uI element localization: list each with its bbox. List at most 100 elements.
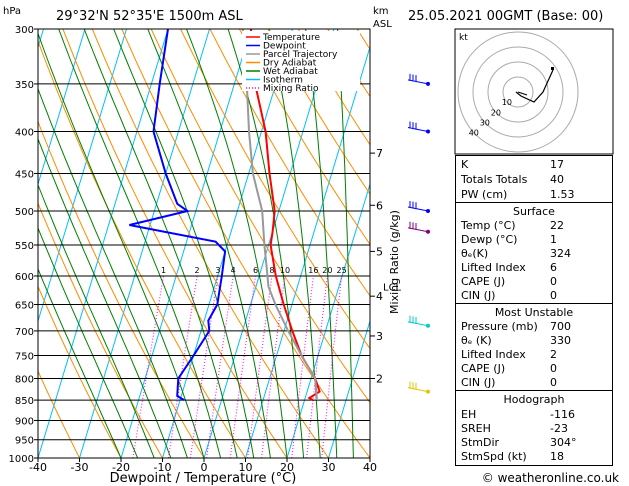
hodograph-storm-vector (517, 91, 528, 96)
index-row: Totals Totals 40 (461, 173, 564, 186)
mixing-ratio-label: 8 (269, 266, 274, 275)
pressure-tick-label: 500 (15, 207, 34, 218)
pressure-tick-label: 600 (15, 272, 34, 283)
pressure-tick-label: 400 (15, 128, 34, 139)
pressure-tick-label: 900 (15, 416, 34, 427)
km-unit-label: km (373, 6, 389, 17)
hodograph-ring (502, 76, 534, 108)
copyright: © weatheronline.co.uk (482, 471, 619, 485)
unstable-row: Pressure (mb) 700 (461, 320, 571, 333)
mixing-ratio-line (229, 275, 256, 458)
mixing-ratio-label: 4 (231, 266, 236, 275)
dry-adiabat-line (62, 29, 288, 458)
pressure-tick-label: 350 (15, 80, 34, 91)
hodograph-ring (487, 61, 549, 123)
hodograph-indices-panel: Hodograph EH -116 SREH -23 StmDir 304° StmS… (455, 390, 613, 466)
temperature-tick-label: 20 (280, 461, 294, 474)
mixing-ratio-line (261, 275, 286, 458)
pressure-tick-label: 800 (15, 374, 34, 385)
wind-barb-staff (407, 387, 429, 393)
wind-barb-staff (407, 127, 429, 132)
hodograph-row: EH -116 (461, 408, 575, 421)
mixing-ratio-label: 10 (280, 266, 290, 275)
lcl-label: LCL (383, 283, 402, 294)
hodograph-ring-label: 40 (469, 129, 479, 138)
height-tick-label: 6 (376, 199, 383, 212)
hodograph-row: StmDir 304° (461, 436, 577, 449)
legend-label: Mixing Ratio (263, 84, 319, 94)
mixing-ratio-label: 2 (195, 266, 200, 275)
temperature-tick-label: 10 (239, 461, 253, 474)
temperature-tick-label: 0 (201, 461, 208, 474)
temperature-tick-label: 40 (363, 461, 377, 474)
location-title: 29°32'N 52°35'E 1500m ASL (56, 9, 244, 24)
dry-adiabat-line (238, 29, 370, 246)
mixing-ratio-label: 1 (161, 266, 166, 275)
hodograph-ring (457, 31, 579, 153)
dry-adiabat-line (268, 29, 370, 195)
hodograph-ring (472, 46, 564, 138)
wind-barb-staff (407, 321, 429, 327)
legend-label: Dewpoint (263, 42, 306, 52)
isotherm-line (203, 29, 335, 458)
mixing-ratio-line (167, 275, 198, 458)
pressure-tick-label: 1000 (9, 454, 34, 465)
isotherm-line (79, 29, 210, 458)
legend-label: Wet Adiabat (263, 67, 318, 77)
unstable-row: θₑ (K) 330 (461, 334, 571, 347)
temperature-axis: -40 -30 -20 -10 0 10 20 30 40 (29, 458, 377, 474)
x-axis-title: Dewpoint / Temperature (°C) (110, 471, 297, 486)
dry-adiabat-line (209, 29, 370, 297)
surface-row: CIN (J) 0 (461, 289, 557, 302)
asl-unit-label: ASL (373, 19, 392, 30)
surface-row: Lifted Index 6 (461, 261, 557, 274)
mixing-ratio-axis-title: Mixing Ratio (g/kg) (388, 210, 401, 314)
mixing-ratio-label: 16 (308, 266, 318, 275)
hpa-unit-label: hPa (3, 6, 21, 17)
legend-label: Temperature (262, 33, 320, 43)
pressure-tick-label: 550 (15, 241, 34, 252)
hodograph-row: SREH -23 (461, 422, 568, 435)
isobars (38, 28, 370, 459)
pressure-tick-label: 650 (15, 301, 34, 312)
wind-barb-dot (426, 209, 430, 214)
unstable-row: CAPE (J) 0 (461, 362, 557, 375)
profile-dewpoint (129, 29, 227, 401)
mixing-ratio-line (132, 275, 164, 458)
most-unstable-panel: Most Unstable Pressure (mb) 700 θₑ (K) 330… (455, 303, 613, 391)
mixing-ratio-label: 20 (322, 266, 332, 275)
isotherm-line (245, 45, 370, 458)
wind-barb-staff (407, 206, 429, 212)
dry-adiabat-line (38, 369, 80, 458)
mixing-ratio-label: 25 (337, 266, 347, 275)
profile-parcel-trajectory (241, 29, 318, 401)
wind-barb-dot (426, 129, 430, 134)
wind-barb-dot (426, 229, 430, 234)
profile-temperature (250, 29, 321, 401)
height-tick-label: 2 (376, 372, 383, 385)
profiles (129, 29, 321, 401)
hodograph-ring-label: 30 (480, 118, 490, 127)
wind-barb-staff (407, 79, 429, 85)
wind-barb-dot (426, 389, 430, 394)
isotherm-line (38, 29, 169, 458)
most-unstable-title: Most Unstable (494, 306, 574, 319)
legend-background (242, 31, 360, 91)
height-tick-label: 5 (376, 245, 383, 258)
mixing-ratio-line (206, 275, 234, 458)
legend-label: Parcel Trajectory (263, 50, 338, 60)
temperature-tick-label: -30 (71, 461, 89, 474)
hodograph-indices-title: Hodograph (503, 393, 565, 406)
pressure-tick-label: 450 (15, 169, 34, 180)
pressure-tick-label: 850 (15, 396, 34, 407)
height-tick-label: 4 (376, 290, 383, 303)
mixing-ratio-line (291, 275, 314, 458)
hodograph-ring-label: 10 (502, 98, 512, 107)
surface-title: Surface (513, 205, 555, 218)
mixing-ratio-label: 6 (253, 266, 258, 275)
hodograph-trace (515, 69, 554, 103)
surface-row: θₑ(K) 324 (461, 247, 571, 260)
pressure-axis: 300 350 400 450 500 550 600 650 700 750 800 850 900 9… (9, 25, 38, 465)
